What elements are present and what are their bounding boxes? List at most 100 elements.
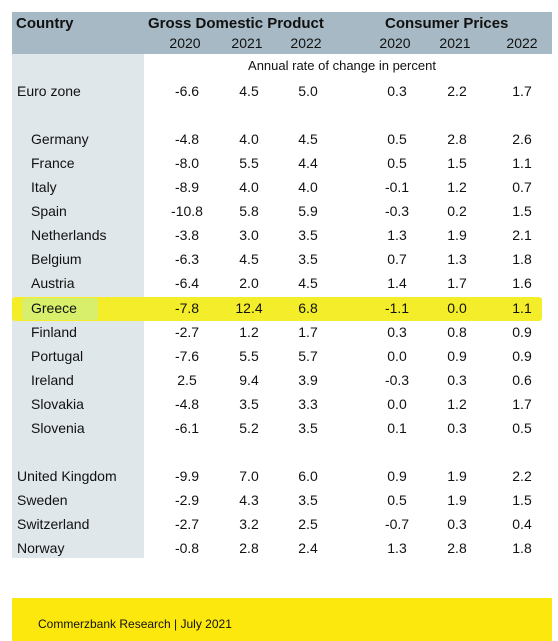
cpi-value: 2.2 <box>512 468 532 484</box>
cpi-value: -1.1 <box>384 300 410 316</box>
gdp-value: 1.7 <box>298 324 318 340</box>
cpi-value: -0.1 <box>384 179 410 195</box>
greece-name-highlight <box>22 298 98 320</box>
cpi-value: 0.3 <box>387 324 407 340</box>
cpi-value: 0.9 <box>512 324 532 340</box>
cpi-year-2022: 2022 <box>506 35 538 51</box>
country-header: Country <box>16 15 74 32</box>
cpi-value: 1.9 <box>447 227 467 243</box>
table-row: Netherlands -3.8 3.0 3.5 1.3 1.9 2.1 <box>0 225 558 247</box>
gdp-value: 5.7 <box>298 348 318 364</box>
gdp-value: 3.0 <box>239 227 259 243</box>
cpi-value: 1.4 <box>387 275 407 291</box>
gdp-value: -6.4 <box>174 275 200 291</box>
table-header: Country Gross Domestic Product Consumer … <box>12 12 552 54</box>
gdp-value: 4.0 <box>239 179 259 195</box>
gdp-value: 1.2 <box>239 324 259 340</box>
cpi-value: -0.3 <box>384 203 410 219</box>
gdp-year-2020: 2020 <box>169 35 201 51</box>
gdp-value: 3.5 <box>298 227 318 243</box>
country-name: Spain <box>31 203 67 219</box>
table-row: Finland -2.7 1.2 1.7 0.3 0.8 0.9 <box>0 322 558 344</box>
table-row: Italy -8.9 4.0 4.0 -0.1 1.2 0.7 <box>0 177 558 199</box>
gdp-value: -2.9 <box>174 492 200 508</box>
cpi-value: 0.5 <box>387 131 407 147</box>
gdp-year-2021: 2021 <box>231 35 263 51</box>
country-name: Sweden <box>17 492 68 508</box>
cpi-value: 1.1 <box>512 300 532 316</box>
cpi-value: 0.4 <box>512 516 532 532</box>
cpi-value: 1.3 <box>387 227 407 243</box>
country-name: Belgium <box>31 251 82 267</box>
cpi-value: 2.1 <box>512 227 532 243</box>
cpi-value: -0.7 <box>384 516 410 532</box>
gdp-value: 4.0 <box>298 179 318 195</box>
table-row: Greece -7.8 12.4 6.8 -1.1 0.0 1.1 <box>0 298 558 320</box>
gdp-value: 3.9 <box>298 372 318 388</box>
cpi-value: 0.3 <box>387 83 407 99</box>
gdp-value: 5.9 <box>298 203 318 219</box>
gdp-value: 6.0 <box>298 468 318 484</box>
cpi-value: 1.6 <box>512 275 532 291</box>
gdp-value: -0.8 <box>174 540 200 556</box>
footer-bar: Commerzbank Research | July 2021 <box>12 598 552 641</box>
cpi-value: 1.7 <box>447 275 467 291</box>
gdp-value: 2.8 <box>239 540 259 556</box>
gdp-value: -10.8 <box>171 203 203 219</box>
table-row: Germany -4.8 4.0 4.5 0.5 2.8 2.6 <box>0 129 558 151</box>
country-name: Euro zone <box>17 83 81 99</box>
gdp-value: 4.5 <box>239 251 259 267</box>
cpi-header: Consumer Prices <box>385 15 509 32</box>
gdp-value: -4.8 <box>174 396 200 412</box>
gdp-value: -6.1 <box>174 420 200 436</box>
gdp-value: -7.6 <box>174 348 200 364</box>
country-name: Slovakia <box>31 396 84 412</box>
country-name: Portugal <box>31 348 84 364</box>
cpi-value: 1.8 <box>512 251 532 267</box>
table-row: Euro zone -6.6 4.5 5.0 0.3 2.2 1.7 <box>0 81 558 103</box>
country-name: France <box>31 155 75 171</box>
gdp-value: -9.9 <box>174 468 200 484</box>
cpi-value: 1.5 <box>512 492 532 508</box>
gdp-value: 4.5 <box>298 275 318 291</box>
gdp-value: 4.3 <box>239 492 259 508</box>
cpi-value: 0.0 <box>387 396 407 412</box>
cpi-value: 1.8 <box>512 540 532 556</box>
cpi-value: 0.2 <box>447 203 467 219</box>
table-row: Norway -0.8 2.8 2.4 1.3 2.8 1.8 <box>0 538 558 560</box>
cpi-value: 1.7 <box>512 83 532 99</box>
cpi-value: 1.7 <box>512 396 532 412</box>
table-row: Belgium -6.3 4.5 3.5 0.7 1.3 1.8 <box>0 249 558 271</box>
cpi-value: 0.3 <box>447 516 467 532</box>
gdp-value: -8.0 <box>174 155 200 171</box>
gdp-value: 4.5 <box>239 83 259 99</box>
country-name: Netherlands <box>31 227 107 243</box>
gdp-value: -6.6 <box>174 83 200 99</box>
gdp-value: 3.5 <box>298 420 318 436</box>
gdp-value: 3.5 <box>239 396 259 412</box>
table-row: Ireland 2.5 9.4 3.9 -0.3 0.3 0.6 <box>0 370 558 392</box>
gdp-value: 6.8 <box>298 300 318 316</box>
country-name: United Kingdom <box>17 468 117 484</box>
country-name: Germany <box>31 131 89 147</box>
cpi-value: 2.8 <box>447 131 467 147</box>
gdp-value: 9.4 <box>239 372 259 388</box>
gdp-value: 4.0 <box>239 131 259 147</box>
gdp-value: 5.2 <box>239 420 259 436</box>
cpi-value: 2.8 <box>447 540 467 556</box>
cpi-value: 1.9 <box>447 468 467 484</box>
gdp-value: 3.5 <box>298 251 318 267</box>
cpi-value: 0.9 <box>512 348 532 364</box>
country-name: Austria <box>31 275 75 291</box>
cpi-value: 1.1 <box>512 155 532 171</box>
cpi-year-2020: 2020 <box>379 35 411 51</box>
gdp-value: 12.4 <box>235 300 263 316</box>
gdp-value: 2.0 <box>239 275 259 291</box>
cpi-value: 0.8 <box>447 324 467 340</box>
gdp-value: 3.3 <box>298 396 318 412</box>
gdp-value: 2.4 <box>298 540 318 556</box>
gdp-value: -3.8 <box>174 227 200 243</box>
cpi-value: 0.6 <box>512 372 532 388</box>
country-name: Norway <box>17 540 65 556</box>
cpi-value: 0.0 <box>447 300 467 316</box>
